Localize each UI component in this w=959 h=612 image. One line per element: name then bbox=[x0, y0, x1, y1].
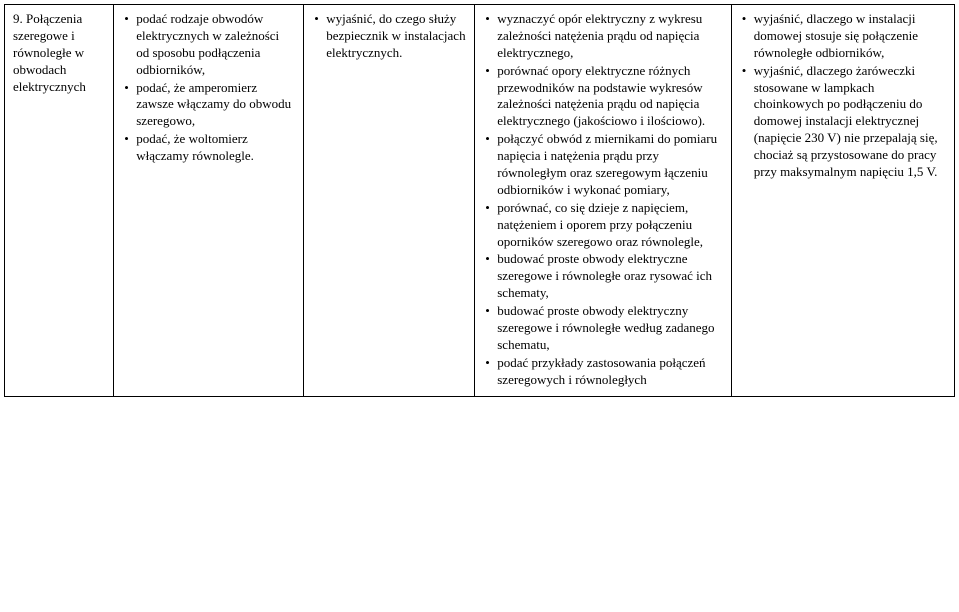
cell-col2: podać rodzaje obwodów elektrycznych w za… bbox=[114, 5, 304, 397]
document-table: 9. Połączenia szeregowe i równoległe w o… bbox=[4, 4, 955, 397]
list-item: połączyć obwód z miernikami do pomiaru n… bbox=[483, 131, 723, 199]
cell-col5: wyjaśnić, dlaczego w instalacji domowej … bbox=[731, 5, 954, 397]
list-item: budować proste obwody elektryczny szereg… bbox=[483, 303, 723, 354]
list-item: podać, że woltomierz włączamy równolegle… bbox=[122, 131, 295, 165]
list-col5: wyjaśnić, dlaczego w instalacji domowej … bbox=[740, 11, 946, 181]
list-item: wyjaśnić, dlaczego żaróweczki stosowane … bbox=[740, 63, 946, 181]
list-item: budować proste obwody elektryczne szereg… bbox=[483, 251, 723, 302]
list-item: porównać, co się dzieje z napięciem, nat… bbox=[483, 200, 723, 251]
list-item: porównać opory elektryczne różnych przew… bbox=[483, 63, 723, 131]
cell-col4: wyznaczyć opór elektryczny z wykresu zal… bbox=[475, 5, 732, 397]
list-col4: wyznaczyć opór elektryczny z wykresu zal… bbox=[483, 11, 723, 389]
list-item: podać przykłady zastosowania połączeń sz… bbox=[483, 355, 723, 389]
cell-col3: wyjaśnić, do czego służy bezpiecznik w i… bbox=[304, 5, 475, 397]
list-item: wyjaśnić, do czego służy bezpiecznik w i… bbox=[312, 11, 466, 62]
list-item: wyjaśnić, dlaczego w instalacji domowej … bbox=[740, 11, 946, 62]
table-row: 9. Połączenia szeregowe i równoległe w o… bbox=[5, 5, 955, 397]
cell-heading: 9. Połączenia szeregowe i równoległe w o… bbox=[5, 5, 114, 397]
list-col2: podać rodzaje obwodów elektrycznych w za… bbox=[122, 11, 295, 165]
list-item: podać, że amperomierz zawsze włączamy do… bbox=[122, 80, 295, 131]
list-col3: wyjaśnić, do czego służy bezpiecznik w i… bbox=[312, 11, 466, 62]
row-heading: 9. Połączenia szeregowe i równoległe w o… bbox=[13, 11, 105, 95]
list-item: podać rodzaje obwodów elektrycznych w za… bbox=[122, 11, 295, 79]
list-item: wyznaczyć opór elektryczny z wykresu zal… bbox=[483, 11, 723, 62]
